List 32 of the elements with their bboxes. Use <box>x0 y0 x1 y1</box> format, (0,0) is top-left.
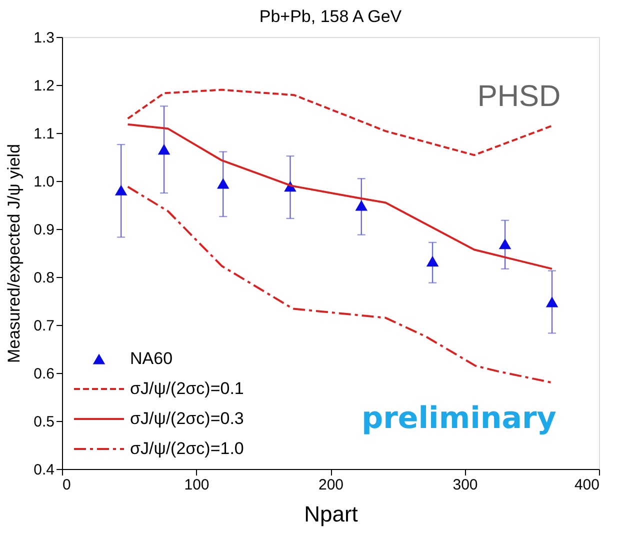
x-tick-label: 400 <box>574 476 600 494</box>
point <box>114 184 128 196</box>
point <box>158 144 170 155</box>
y-tick-label: 1.2 <box>34 78 54 94</box>
y-axis-title: Measured/expected J/ψ yield <box>4 144 24 364</box>
y-tick-label: 1.0 <box>34 174 54 190</box>
chart-title: Pb+Pb, 158 A GeV <box>259 7 402 26</box>
x-tick-label: 0 <box>62 476 71 494</box>
annotation: preliminary <box>362 401 557 436</box>
y-tick-label: 1.3 <box>34 30 54 46</box>
x-axis-title: Npart <box>304 502 358 526</box>
y-tick-label: 0.4 <box>34 462 54 478</box>
annotation: PHSD <box>477 80 561 113</box>
point <box>216 178 230 189</box>
line-series <box>126 123 554 270</box>
y-tick-label: 0.7 <box>34 318 54 334</box>
legend-label: σJ/ψ/(2σc)=1.0 <box>130 439 244 458</box>
point <box>355 200 368 211</box>
point <box>426 256 439 266</box>
legend-label: σJ/ψ/(2σc)=0.1 <box>130 379 244 398</box>
y-tick-label: 0.6 <box>34 366 54 382</box>
x-tick-label: 200 <box>318 476 344 494</box>
y-tick-label: 1.1 <box>34 126 54 142</box>
y-tick-label: 0.8 <box>34 270 54 286</box>
point <box>498 238 512 250</box>
legend-label: NA60 <box>130 349 173 368</box>
point <box>546 296 558 308</box>
x-tick-label: 100 <box>184 476 210 494</box>
y-tick-label: 0.9 <box>34 222 54 238</box>
legend-label: σJ/ψ/(2σc)=0.3 <box>130 409 244 428</box>
x-tick-label: 300 <box>452 476 478 494</box>
y-tick-label: 0.5 <box>34 414 54 430</box>
